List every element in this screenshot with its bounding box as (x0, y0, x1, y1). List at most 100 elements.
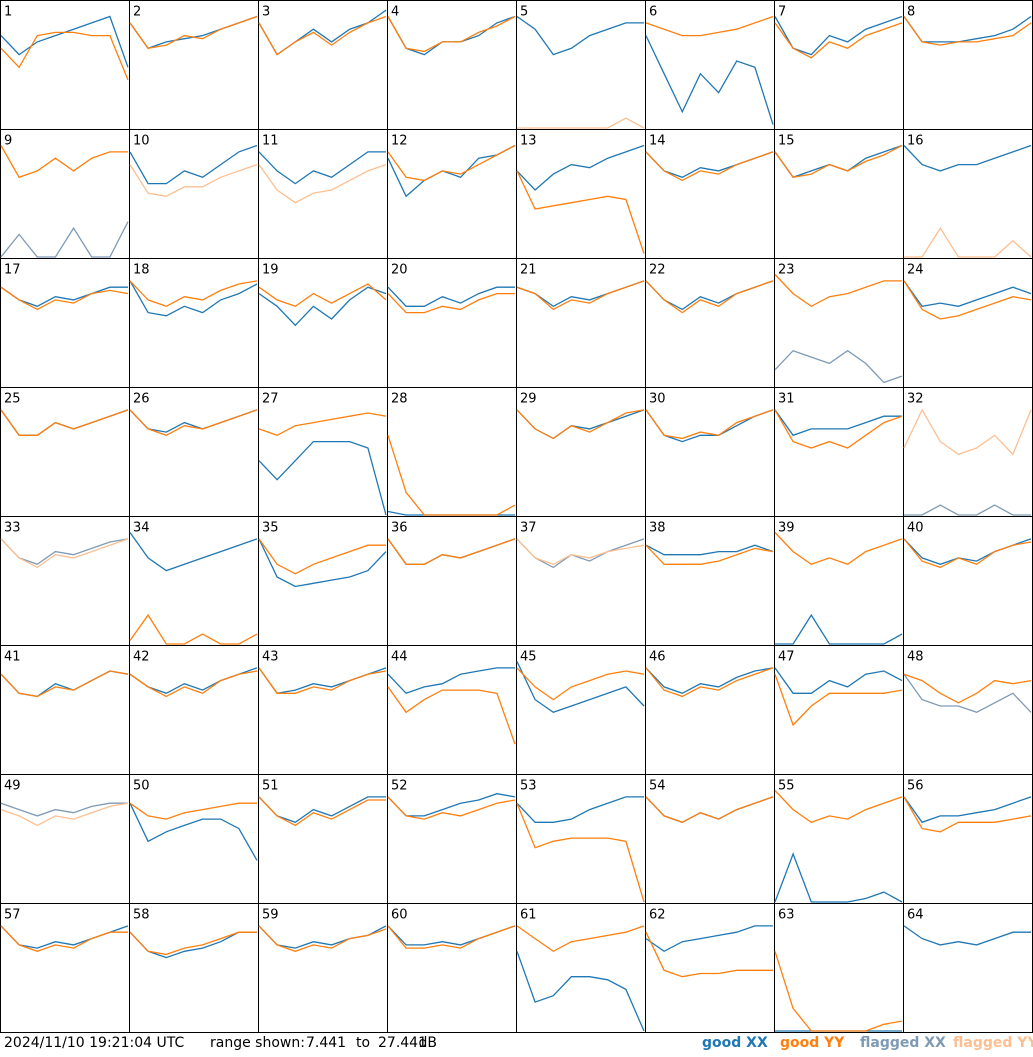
spectrum-line (775, 613, 903, 645)
panel-label: 47 (778, 650, 795, 665)
spectrum-line (129, 15, 258, 50)
panel-label: 59 (262, 908, 279, 923)
spectrum-line (516, 409, 645, 440)
panel-label: 3 (262, 5, 270, 20)
spectrum-line (904, 226, 1032, 258)
panel-label: 14 (649, 134, 666, 149)
spectrum-line (645, 409, 774, 440)
spectrum-line (516, 144, 645, 191)
spectrum-line (645, 544, 774, 556)
panel-label: 6 (649, 5, 657, 20)
spectrum-line (645, 931, 773, 978)
range-to: to (356, 1035, 370, 1051)
panel-label: 34 (133, 521, 150, 536)
panel-label: 28 (391, 392, 408, 407)
panel-label: 54 (649, 779, 666, 794)
spectrum-line (258, 667, 387, 694)
spectrum-line (774, 409, 903, 449)
panel-label: 53 (520, 779, 537, 794)
panel-label: 21 (520, 263, 537, 278)
panel-label: 1 (4, 5, 12, 20)
spectrum-line (903, 673, 1032, 704)
spectrum-line (645, 280, 774, 314)
panel-label: 63 (778, 908, 795, 923)
spectrum-line (129, 670, 258, 698)
spectrum-line (387, 144, 516, 182)
range-max: 27.441 (378, 1035, 427, 1051)
spectrum-line (774, 532, 903, 566)
spectrum-line (129, 802, 257, 820)
panel-label: 19 (262, 263, 279, 278)
panel-label: 24 (907, 263, 924, 278)
spectrum-line (774, 349, 903, 384)
panel-label: 27 (262, 392, 279, 407)
panel-label: 22 (649, 263, 666, 278)
panel-label: 44 (391, 650, 408, 665)
spectrum-line (0, 925, 128, 952)
panel-label: 15 (778, 134, 795, 149)
spectrum-line (0, 802, 128, 817)
spectrum-line (645, 35, 774, 125)
spectrum-line (258, 15, 387, 56)
spectrum-line (129, 613, 258, 645)
spectrum-line (258, 163, 387, 204)
panel-label: 8 (907, 5, 915, 20)
spectrum-line (0, 145, 128, 179)
spectrum-line (387, 667, 515, 695)
panel-label: 39 (778, 521, 795, 536)
spectrum-line (387, 796, 516, 820)
spectrum-line (774, 409, 902, 437)
legend-entry: flagged XX (860, 1035, 946, 1051)
spectrum-line (258, 796, 386, 827)
spectrum-line (0, 31, 129, 81)
panel-label: 11 (262, 134, 279, 149)
panel-label: 61 (520, 908, 537, 923)
panel-label: 43 (262, 650, 279, 665)
panel-label: 51 (262, 779, 279, 794)
range-min: 7.441 (306, 1035, 346, 1051)
spectrum-line (0, 538, 129, 569)
spectrum-line (516, 796, 644, 823)
spectrum-line (645, 667, 774, 695)
panel-label: 50 (133, 779, 150, 794)
panel-label: 20 (391, 263, 408, 278)
spectrum-line (258, 538, 386, 575)
panel-label: 40 (907, 521, 924, 536)
spectrum-line (387, 292, 515, 314)
spectrum-line (129, 409, 258, 437)
panel-label: 56 (907, 779, 924, 794)
spectrum-line (258, 283, 387, 308)
spectrum-line (258, 286, 387, 327)
spectrum-line (774, 852, 903, 903)
spectrum-line (129, 280, 258, 308)
spectrum-line (903, 538, 1032, 569)
legend-entry: good XX (702, 1035, 768, 1051)
panel-label: 17 (4, 263, 21, 278)
spectrum-line (0, 670, 129, 698)
panel-label: 37 (520, 521, 537, 536)
panel-label: 62 (649, 908, 666, 923)
spectrum-line (129, 802, 258, 861)
panel-label: 35 (262, 521, 279, 536)
spectrum-line (387, 538, 516, 565)
spectrum-line (258, 412, 387, 437)
spectrum-line (0, 286, 129, 311)
spectrum-line (645, 544, 774, 565)
panel-label: 60 (391, 908, 408, 923)
spectrum-line (517, 117, 645, 129)
panel-label: 25 (4, 392, 21, 407)
spectrum-line (129, 532, 258, 572)
panel-label: 46 (649, 650, 666, 665)
panel-label: 58 (133, 908, 150, 923)
panel-label: 26 (133, 392, 150, 407)
spectrum-line (516, 667, 645, 701)
panel-label: 4 (391, 5, 399, 20)
spectrum-line (129, 163, 258, 197)
panel-label: 30 (649, 392, 666, 407)
spectrum-line (903, 16, 1032, 46)
panel-label: 13 (520, 134, 537, 149)
spectrum-line (903, 673, 1032, 714)
panel-label: 31 (778, 392, 795, 407)
spectrum-line (774, 667, 903, 694)
